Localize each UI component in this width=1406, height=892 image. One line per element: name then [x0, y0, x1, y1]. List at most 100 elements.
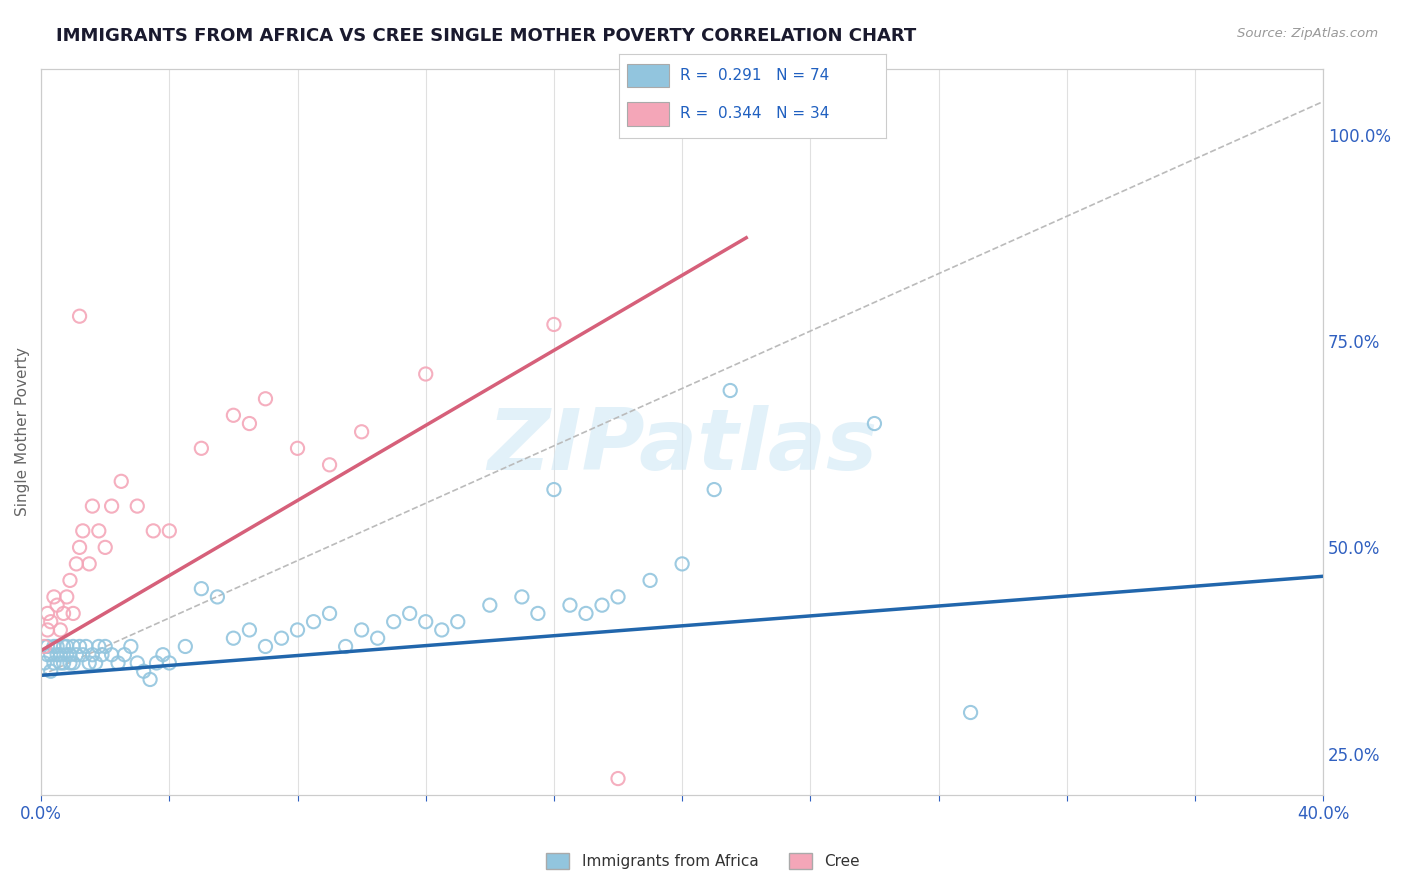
Point	[46, 640, 69, 654]
Point	[62, 656, 84, 670]
Point	[127, 499, 149, 513]
Text: R =  0.344   N = 34: R = 0.344 N = 34	[681, 106, 830, 121]
Point	[42, 656, 65, 670]
Point	[39, 648, 62, 662]
Point	[287, 623, 309, 637]
Point	[34, 656, 56, 670]
Point	[39, 664, 62, 678]
Point	[270, 631, 292, 645]
Point	[415, 615, 437, 629]
Text: R =  0.291   N = 74: R = 0.291 N = 74	[681, 68, 830, 83]
Point	[37, 607, 59, 621]
Point	[447, 615, 470, 629]
Point	[145, 656, 167, 670]
Point	[174, 640, 197, 654]
Point	[863, 417, 886, 431]
Point	[543, 483, 565, 497]
Point	[287, 442, 309, 456]
Point	[478, 598, 501, 612]
Point	[110, 475, 132, 489]
Point	[37, 623, 59, 637]
Point	[72, 524, 94, 538]
Point	[638, 574, 661, 588]
Point	[127, 656, 149, 670]
Point	[527, 607, 550, 621]
Point	[52, 640, 75, 654]
Point	[607, 590, 630, 604]
Point	[238, 623, 260, 637]
Point	[382, 615, 405, 629]
Point	[69, 541, 91, 555]
Point	[77, 656, 100, 670]
Point	[190, 582, 212, 596]
Point	[55, 640, 77, 654]
Point	[65, 648, 87, 662]
Point	[94, 541, 117, 555]
Point	[139, 673, 162, 687]
Point	[49, 623, 72, 637]
Point	[157, 524, 180, 538]
Point	[335, 640, 357, 654]
Point	[510, 590, 533, 604]
Point	[591, 598, 613, 612]
Point	[398, 607, 420, 621]
Point	[34, 640, 56, 654]
Point	[59, 648, 82, 662]
Point	[46, 648, 69, 662]
Point	[55, 590, 77, 604]
Point	[82, 499, 104, 513]
Point	[65, 557, 87, 571]
Point	[77, 557, 100, 571]
Point	[238, 417, 260, 431]
Point	[254, 640, 277, 654]
Point	[671, 557, 693, 571]
Point	[52, 607, 75, 621]
Point	[94, 640, 117, 654]
Point	[49, 656, 72, 670]
Point	[959, 706, 981, 720]
Point	[87, 524, 110, 538]
Point	[72, 648, 94, 662]
Point	[558, 598, 581, 612]
Point	[39, 615, 62, 629]
Point	[207, 590, 229, 604]
Point	[318, 607, 340, 621]
Point	[49, 648, 72, 662]
Point	[152, 648, 174, 662]
Point	[142, 524, 165, 538]
Point	[100, 499, 122, 513]
Point	[42, 640, 65, 654]
Point	[302, 615, 325, 629]
Point	[318, 458, 340, 472]
Point	[69, 640, 91, 654]
Point	[157, 656, 180, 670]
Point	[350, 425, 373, 439]
Point	[59, 656, 82, 670]
Point	[367, 631, 389, 645]
Point	[575, 607, 598, 621]
Point	[55, 648, 77, 662]
Text: ZIPatlas: ZIPatlas	[486, 405, 877, 488]
Point	[52, 656, 75, 670]
Y-axis label: Single Mother Poverty: Single Mother Poverty	[15, 347, 30, 516]
Point	[543, 318, 565, 332]
Point	[222, 631, 245, 645]
Point	[59, 574, 82, 588]
FancyBboxPatch shape	[627, 63, 669, 87]
Point	[91, 648, 114, 662]
Point	[46, 598, 69, 612]
Point	[1279, 838, 1302, 852]
Point	[62, 640, 84, 654]
Point	[100, 648, 122, 662]
Text: Source: ZipAtlas.com: Source: ZipAtlas.com	[1237, 27, 1378, 40]
Point	[75, 640, 97, 654]
Point	[84, 656, 107, 670]
Point	[120, 640, 142, 654]
Point	[222, 409, 245, 423]
Point	[37, 640, 59, 654]
Point	[415, 367, 437, 381]
Point	[607, 772, 630, 786]
Point	[37, 648, 59, 662]
Point	[42, 590, 65, 604]
Point	[82, 648, 104, 662]
